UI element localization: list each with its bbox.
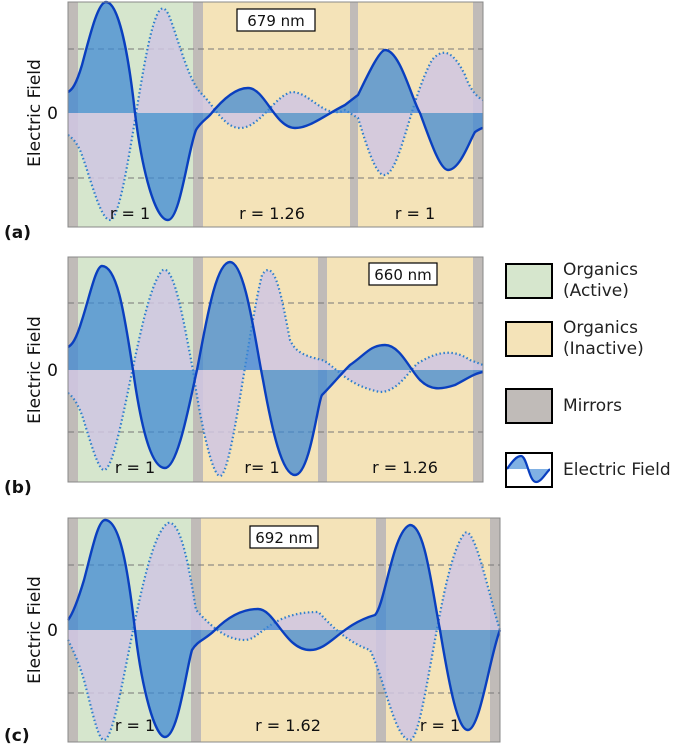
solid-field-line	[67, 0, 484, 222]
wavelength-box	[249, 525, 319, 549]
legend-label: Organics (Inactive)	[563, 318, 644, 359]
legend-item-active-organics: Organics (Active)	[505, 260, 638, 302]
legend-item-mirrors: Mirrors	[505, 388, 622, 424]
dotted-field-fill	[68, 8, 483, 220]
solid-field-fill	[68, 262, 483, 475]
dotted-field-line	[67, 268, 484, 478]
wavelength-label: 692 nm	[255, 529, 313, 547]
y-axis-label: Electric Field	[25, 576, 45, 684]
plot-frame	[67, 517, 501, 743]
plot-frame	[67, 1, 484, 228]
panel-label: (a)	[4, 223, 31, 243]
legend-label: Electric Field	[563, 459, 671, 480]
solid-field-line	[67, 518, 502, 739]
y-tick-zero: 0	[47, 361, 58, 381]
r-label: r= 1	[244, 458, 279, 477]
wavelength-box	[236, 8, 316, 32]
dotted-field-fill	[68, 269, 483, 476]
panel-c: 692 nm r = 1 r = 1.62 r = 1 0 Electric F…	[4, 517, 502, 746]
r-label: r = 1	[110, 204, 150, 223]
legend-item-electric-field: Electric Field	[505, 452, 671, 488]
solid-field-fill	[68, 520, 500, 737]
panel-b: 660 nm r = 1 r= 1 r = 1.26 0 Electric Fi…	[4, 256, 484, 498]
y-axis-label: Electric Field	[25, 59, 45, 167]
panel-a: 679 nm r = 1 r = 1.26 r = 1 0 Electric F…	[4, 0, 484, 243]
solid-field-line	[67, 260, 484, 477]
panel-label: (b)	[4, 478, 32, 498]
active-organics-swatch	[505, 263, 553, 299]
wavelength-label: 679 nm	[247, 12, 305, 30]
r-label: r = 1	[420, 716, 460, 735]
y-axis-label: Electric Field	[25, 316, 45, 424]
mirrors-swatch	[505, 388, 553, 424]
r-label: r = 1	[115, 458, 155, 477]
inactive-organics-swatch	[505, 321, 553, 357]
electric-field-icon	[507, 454, 550, 484]
legend-label: Mirrors	[563, 395, 622, 416]
dotted-field-line	[67, 521, 502, 742]
r-label: r = 1	[115, 716, 155, 735]
r-label: r = 1	[395, 204, 435, 223]
wavelength-label: 660 nm	[374, 266, 432, 284]
dotted-field-fill	[68, 522, 500, 740]
r-label: r = 1.26	[239, 204, 305, 223]
electric-field-swatch	[505, 452, 553, 488]
panel-label: (c)	[4, 726, 30, 746]
r-label: r = 1.26	[372, 458, 438, 477]
y-tick-zero: 0	[47, 621, 58, 641]
legend-item-inactive-organics: Organics (Inactive)	[505, 318, 644, 360]
legend-label: Organics (Active)	[563, 260, 638, 301]
plot-frame	[67, 256, 484, 483]
wavelength-box	[368, 262, 438, 286]
y-tick-zero: 0	[47, 104, 58, 124]
r-label: r = 1.62	[255, 716, 321, 735]
